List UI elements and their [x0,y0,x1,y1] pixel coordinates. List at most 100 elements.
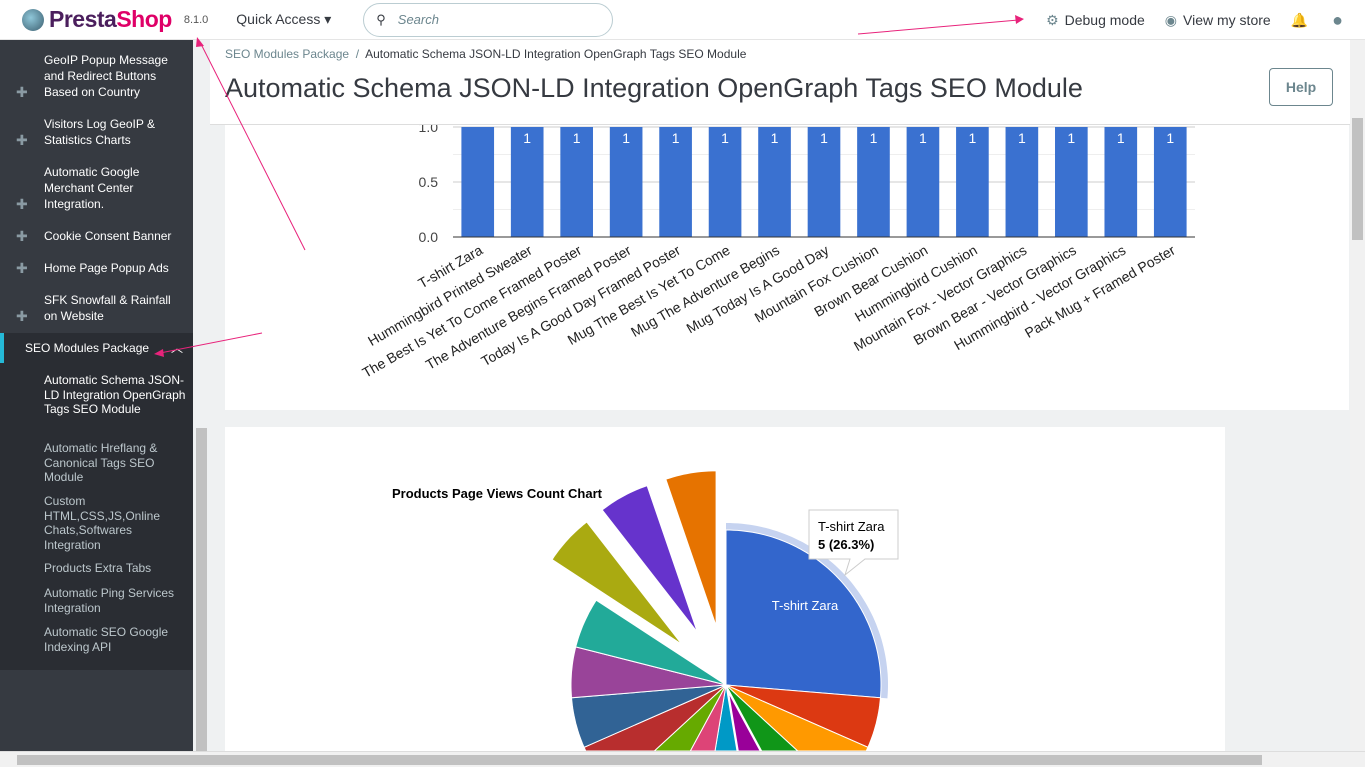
y-tick-label: 0.0 [419,229,439,245]
label: SEO Modules Package [25,341,150,355]
submenu-item-active[interactable]: Automatic Schema JSON-LD Integration Ope… [44,373,186,416]
bar [1005,127,1039,237]
horizontal-scrollbar[interactable] [0,751,1365,767]
label: Visitors Log GeoIP & Statistics Charts [44,117,155,147]
sidebar-item[interactable]: ✚ GeoIP Popup Message and Redirect Button… [0,52,193,100]
data-label: 1 [721,130,729,146]
search-input[interactable]: ⚲ Search [363,2,614,37]
submenu-item[interactable]: Automatic SEO Google Indexing API [44,625,169,654]
submenu: Automatic Schema JSON-LD Integration Ope… [0,363,193,670]
pie-slice [575,599,727,686]
bar [758,127,791,237]
data-label: 1 [820,130,828,146]
puffin-icon [22,8,44,31]
bar [956,127,989,237]
account-icon[interactable]: ● [1332,9,1343,30]
puzzle-icon: ✚ [16,196,28,212]
bar [560,127,593,237]
version: 8.1.0 [183,13,209,26]
label: GeoIP Popup Message and Redirect Buttons… [44,53,168,99]
search-icon: ⚲ [376,11,386,27]
data-label: 1 [1166,130,1174,146]
label: Home Page Popup Ads [44,261,169,275]
puzzle-icon: ✚ [16,228,28,244]
tooltip-name: T-shirt Zara [818,519,885,534]
data-label: 1 [1067,130,1075,146]
view-store-link[interactable]: View my store [1183,12,1271,28]
slice-label: T-shirt Zara [772,598,839,613]
pie-slice [725,684,882,748]
sidebar-item[interactable]: ✚ Automatic Google Merchant Center Integr… [0,164,193,212]
data-label: 1 [573,130,581,146]
submenu-item[interactable]: Custom HTML,CSS,JS,Online Chats,Software… [44,494,161,552]
pie-slice [570,684,727,748]
data-label: 1 [771,130,779,146]
bar [1153,127,1187,237]
brand-b: Shop [116,6,172,32]
bar [659,127,692,237]
chevron-up-icon: ︿ [170,341,183,355]
pie-chart: Products Page Views Count Chart T-shirt Z… [392,470,899,752]
vertical-scrollbar[interactable] [1350,40,1365,751]
bar [807,127,841,237]
pie-slice [601,484,698,633]
tooltip-value: 5 (26.3%) [818,537,874,552]
debug-mode-link[interactable]: Debug mode [1064,12,1145,28]
puzzle-icon: ✚ [16,132,28,148]
bar [510,127,544,237]
sidebar-item-seo-modules[interactable]: SEO Modules Package ︿ [0,333,193,363]
data-label: 1 [672,130,680,146]
breadcrumb-parent[interactable]: SEO Modules Package [225,47,350,61]
eye-icon: ◉ [1164,11,1178,28]
label: SFK Snowfall & Rainfall on Website [44,293,171,323]
bar [1104,127,1138,237]
bug-icon: ⚙ [1046,11,1059,28]
bar [609,127,643,237]
bar [906,127,940,237]
label: Cookie Consent Banner [44,229,172,243]
quick-access-dropdown[interactable]: Quick Access ▾ [236,11,332,27]
label: Automatic Google Merchant Center Integra… [44,165,140,211]
data-label: 1 [1117,130,1125,146]
sidebar-item[interactable]: ✚ Home Page Popup Ads [0,260,175,276]
data-label: 1 [919,130,927,146]
tooltip: T-shirt Zara 5 (26.3%) [808,509,899,577]
data-label: 1 [870,130,878,146]
chart-title: Products Page Views Count Chart [392,486,603,501]
bar [461,127,495,237]
pie-slice [570,646,727,699]
help-button[interactable]: Help [1269,68,1333,106]
y-tick-label: 0.5 [419,174,439,190]
pie-slice [665,470,717,626]
sidebar-item[interactable]: ✚ Cookie Consent Banner [0,228,177,244]
y-tick-label: 1.0 [419,125,439,135]
puzzle-icon: ✚ [16,260,28,276]
pie-chart-card: Products Page Views Count Chart T-shirt Z… [225,427,1225,752]
page-title: Automatic Schema JSON-LD Integration Ope… [225,73,1083,103]
breadcrumb: SEO Modules Package / Automatic Schema J… [225,47,746,61]
puzzle-icon: ✚ [16,84,28,100]
search-placeholder: Search [397,12,439,27]
page-header: SEO Modules Package / Automatic Schema J… [210,40,1350,125]
breadcrumb-current: Automatic Schema JSON-LD Integration Ope… [365,47,747,61]
top-bar: PrestaShop 8.1.0 Quick Access ▾ ⚲ Search … [0,0,1365,40]
submenu-item[interactable]: Products Extra Tabs [44,561,152,575]
sidebar-scrollbar[interactable] [193,40,210,751]
sidebar-item[interactable]: ✚ Visitors Log GeoIP & Statistics Charts [0,116,193,148]
pie-slice [551,521,683,645]
tooltip-box [808,509,899,577]
bar [1055,127,1088,237]
puzzle-icon: ✚ [16,308,28,324]
data-label: 1 [523,130,531,146]
sidebar-item[interactable]: ✚ SFK Snowfall & Rainfall on Website [0,292,193,324]
submenu-item[interactable]: Automatic Hreflang & Canonical Tags SEO … [44,441,158,484]
bar [857,127,890,237]
bell-icon[interactable]: 🔔 [1290,11,1309,28]
prestashop-logo[interactable]: PrestaShop [22,6,172,33]
pie-slice [725,529,882,699]
data-label: 1 [1018,130,1026,146]
submenu-item[interactable]: Automatic Ping Services Integration [44,586,175,615]
bar-chart-card: 0.0 0.5 1.0 T-shirt Zara 1 Hummingbird Printe… [225,119,1349,410]
brand-a: Presta [49,6,117,32]
